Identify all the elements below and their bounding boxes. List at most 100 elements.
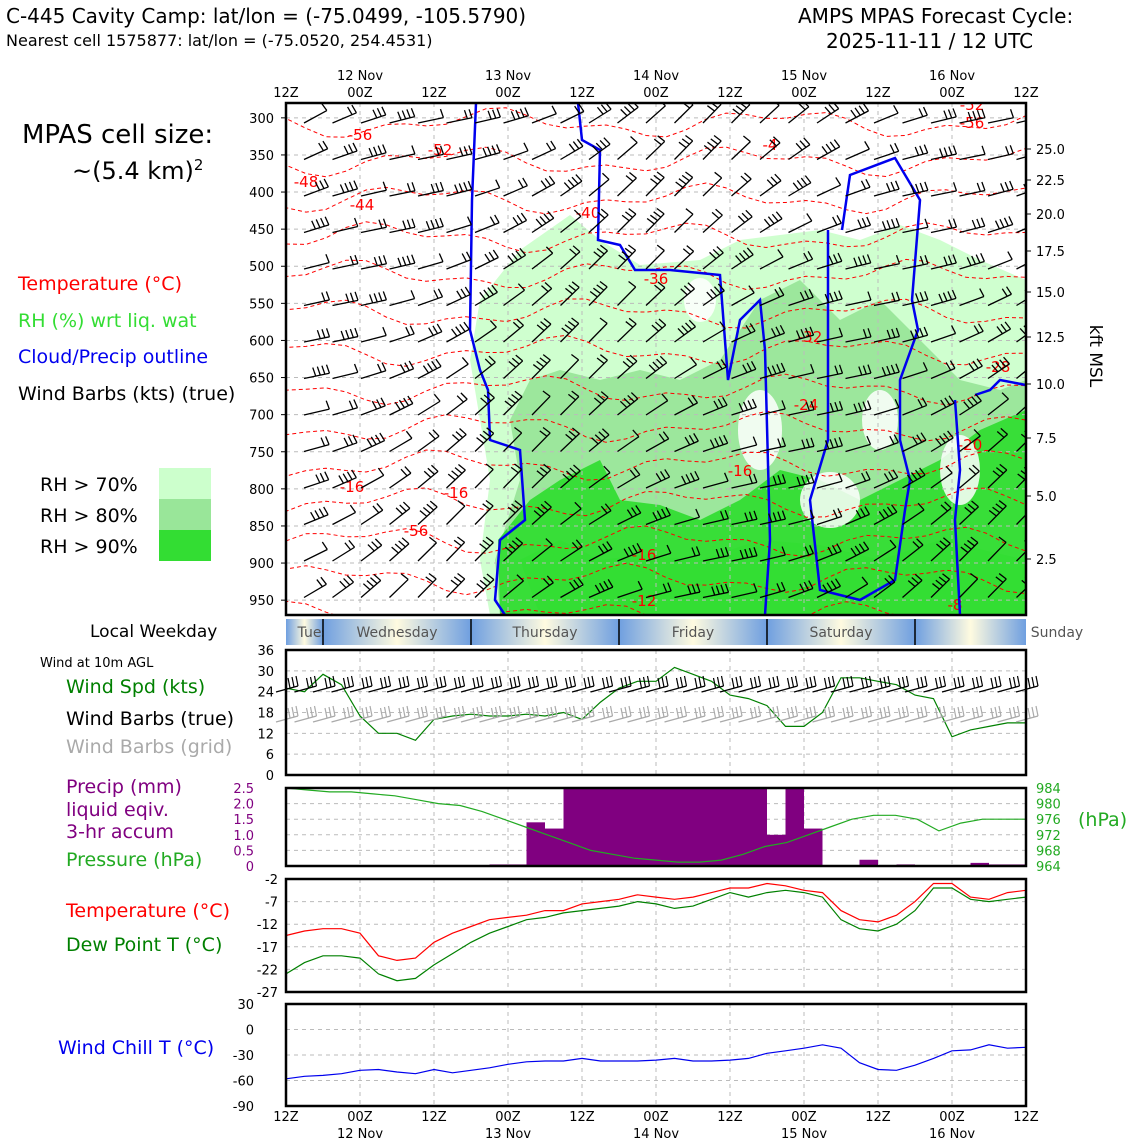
wind-barb-grid-feather — [813, 705, 817, 717]
wind-barb-feather — [381, 106, 387, 116]
wind-barb-feather — [406, 255, 411, 265]
wind-barb-feather — [504, 400, 513, 408]
wind-barb-true-staff — [423, 685, 447, 693]
wind-barb-feather — [507, 506, 516, 514]
wind-barb-grid-feather — [942, 705, 947, 717]
wind-barb-feather — [781, 546, 786, 556]
wind-barb-staff — [303, 548, 328, 562]
wind-barb-grid-feather — [291, 706, 295, 718]
wind-barb-feather — [861, 218, 867, 227]
dew-point-label: Dew Point T (°C) — [66, 934, 223, 956]
wind-barb — [332, 469, 357, 489]
wind-barb-feather — [746, 247, 754, 256]
wind-barb-feather — [769, 139, 777, 147]
wind-barb-feather — [867, 364, 872, 374]
wind-barb-feather — [891, 504, 898, 513]
wind-barb-true-feather — [757, 675, 762, 687]
wind-barb-grid-feather — [809, 706, 813, 718]
wind-barb-grid-feather — [416, 707, 421, 719]
wind-barb-feather — [353, 180, 359, 190]
wind-barb-feather — [1028, 537, 1035, 543]
wind-barb-grid-feather — [657, 707, 661, 719]
wind-barb-staff — [987, 258, 1013, 270]
wind-barb-feather — [372, 505, 380, 514]
wind-barb — [417, 181, 445, 197]
temperature-contour — [286, 146, 1026, 178]
wind-barb-grid-staff — [386, 715, 410, 723]
wind-barb-feather — [732, 108, 741, 116]
wind-barb-feather — [536, 470, 545, 477]
wind-barb-staff — [930, 578, 951, 598]
wind-barb — [845, 216, 872, 234]
wind-barb-feather — [694, 470, 700, 480]
wind-barb — [987, 286, 1012, 307]
wind-barb-feather — [409, 325, 415, 335]
time-axes: 12Z12Z00Z00Z12Z12Z00Z00Z12Z12Z00Z00Z12Z1… — [273, 69, 1039, 1140]
wind-barb-feather — [1028, 183, 1032, 191]
wind-barb-grid-staff — [349, 715, 373, 723]
pressure-tick-label: 550 — [249, 297, 274, 312]
wind-barb-feather — [883, 473, 890, 482]
wind-barb-feather — [656, 358, 664, 367]
wind-barb-true-feather — [790, 676, 795, 688]
wind-barb-staff — [759, 554, 786, 562]
wind-barb-staff — [1016, 369, 1026, 380]
wind-barb — [503, 212, 528, 234]
wind-barb-feather — [569, 467, 578, 475]
wind-barb-true-staff — [849, 685, 872, 693]
wind-barb-grid-feather — [698, 706, 702, 718]
wind-barb-feather — [311, 220, 317, 230]
wind-barb — [588, 354, 608, 379]
wind-barb-feather — [832, 103, 840, 110]
wind-barb — [987, 573, 1007, 598]
wind-barb-feather — [853, 257, 858, 267]
wind-barb-feather — [658, 433, 666, 442]
wind-barb — [873, 398, 900, 416]
wind-barb-feather — [630, 136, 638, 144]
wind-barb-feather — [376, 399, 382, 408]
temperature-tick-label: -22 — [257, 963, 278, 978]
wind-barb-feather — [781, 474, 787, 484]
wind-barb-feather — [391, 546, 399, 554]
wind-barb-grid-feather — [346, 706, 351, 718]
wind-barb-feather — [1027, 464, 1034, 469]
wind-barb-feather — [714, 171, 723, 179]
wind-barb-grid-feather — [938, 706, 943, 718]
wind-barb-grid-feather — [457, 706, 462, 718]
wind-barb-feather — [632, 544, 638, 554]
wind-barb-feather — [681, 475, 687, 485]
wind-barb-staff — [560, 433, 580, 452]
wind-barb — [360, 467, 385, 489]
wind-barb-staff — [759, 482, 786, 489]
wind-barb-staff — [560, 251, 581, 270]
wind-barb-feather — [907, 580, 916, 588]
wind-barb-staff — [645, 552, 672, 562]
wind-barb-staff — [446, 363, 469, 380]
wind-barb-feather — [750, 360, 757, 370]
wind-barb-true — [608, 675, 632, 693]
wind-barb-feather — [397, 111, 402, 121]
wind-barb-feather — [824, 293, 830, 303]
wind-barb — [617, 467, 641, 489]
wind-barb-grid-staff — [978, 715, 1002, 723]
wind-barb — [873, 469, 899, 489]
wind-barb-feather — [838, 327, 843, 337]
wind-barb-feather — [606, 541, 613, 550]
wind-barb — [560, 353, 580, 379]
wind-barb-feather — [411, 218, 416, 228]
wind-barb-grid-staff — [738, 715, 761, 723]
wind-barb-staff — [674, 364, 697, 380]
wind-barb-feather — [430, 219, 435, 229]
wind-barb — [816, 252, 843, 270]
wind-barb-grid-feather — [350, 705, 355, 717]
wind-barb-feather — [406, 183, 412, 192]
wind-barb — [959, 536, 979, 562]
wind-barb-staff — [389, 226, 416, 234]
wind-barb-feather — [439, 145, 445, 155]
wind-barb-feather — [803, 252, 809, 262]
wind-barb-feather — [652, 361, 660, 369]
wind-barb — [531, 246, 554, 270]
wind-barb-grid-staff — [775, 715, 798, 723]
wind-barb-feather — [999, 463, 1008, 471]
wind-barb-feather — [1008, 216, 1014, 225]
